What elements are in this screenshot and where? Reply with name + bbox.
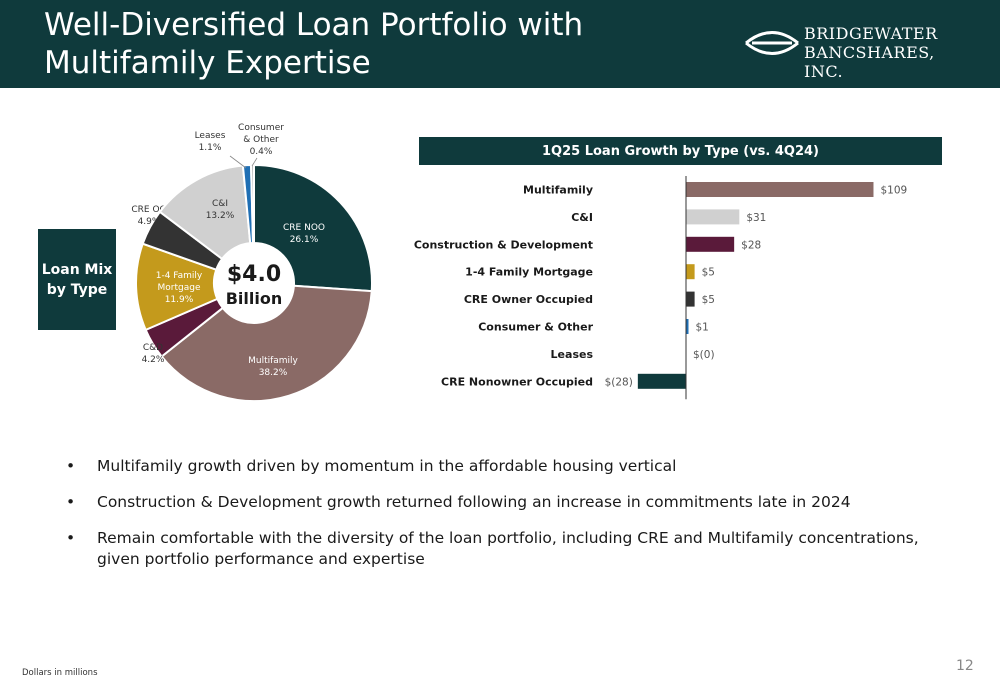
- header-banner: Well-Diversified Loan Portfolio with Mul…: [0, 0, 1000, 88]
- donut-label-name: C&I: [212, 199, 228, 209]
- bar-data-label: $1: [696, 322, 709, 334]
- donut-label-value: 26.1%: [290, 235, 319, 245]
- bar-category-label: Leases: [551, 348, 594, 361]
- bar-data-label: $28: [741, 239, 761, 251]
- bar-data-label: $5: [702, 267, 715, 279]
- bar-category-label: C&I: [571, 211, 593, 224]
- bullet-item: • Construction & Development growth retu…: [66, 492, 926, 513]
- loan-mix-donut-chart: CRE NOO 26.1% Multifamily 38.2% C&D 4.2% 1-4 F…: [131, 123, 373, 402]
- bullet-marker: •: [66, 529, 76, 547]
- bar-cre-nonowner-occupied: [637, 373, 686, 389]
- donut-slice-cre-noo: [253, 163, 373, 293]
- bullet-list: • Multifamily growth driven by momentum …: [66, 456, 926, 585]
- donut-label-name: CRE NOO: [283, 223, 325, 233]
- bar-data-label: $5: [702, 294, 715, 306]
- loan-mix-label: Loan Mix by Type: [42, 260, 113, 300]
- logo-text: BRIDGEWATER BANCSHARES, INC.: [804, 24, 974, 81]
- loan-mix-label-line-1: Loan Mix: [41, 261, 113, 278]
- donut-label-multifamily: Multifamily 38.2%: [248, 356, 298, 378]
- donut-label-value: 38.2%: [259, 368, 288, 378]
- loan-growth-bar-chart: Multifamily $109 C&I $31 Construction & Deve…: [414, 176, 907, 400]
- donut-label-1-4-family-mortgage: 1-4 Family Mortgage 11.9%: [156, 271, 203, 305]
- donut-label-value: 13.2%: [206, 211, 235, 221]
- bar-data-label: $31: [746, 212, 766, 224]
- donut-label-name: Leases: [195, 131, 226, 141]
- donut-label-value: 4.2%: [142, 355, 165, 365]
- bar-category-label: CRE Owner Occupied: [464, 293, 593, 306]
- footnote: Dollars in millions: [22, 668, 98, 678]
- page-title-line-2: Multifamily Expertise: [44, 45, 371, 81]
- bar-chart-title: 1Q25 Loan Growth by Type (vs. 4Q24): [542, 143, 819, 159]
- loan-mix-label-box: Loan Mix by Type: [38, 229, 116, 330]
- page-title-line-1: Well-Diversified Loan Portfolio with: [44, 7, 584, 43]
- donut-label-value: 4.9%: [138, 217, 161, 227]
- bullet-marker: •: [66, 457, 76, 475]
- donut-label-consumer-other: Consumer & Other 0.4%: [238, 123, 284, 157]
- donut-center-unit: Billion: [226, 289, 283, 308]
- donut-label-c-d: C&D 4.2%: [142, 343, 165, 365]
- logo-text-line-2: BANCSHARES, INC.: [804, 43, 935, 81]
- donut-label-cre-noo: CRE NOO 26.1%: [283, 223, 325, 245]
- donut-label-name: Consumer: [238, 123, 284, 133]
- logo-text-line-1: BRIDGEWATER: [804, 24, 938, 43]
- donut-label-value: 0.4%: [250, 147, 273, 157]
- bridgewater-logo: BRIDGEWATER BANCSHARES, INC.: [744, 24, 974, 81]
- bullet-text: Multifamily growth driven by momentum in…: [97, 457, 677, 475]
- bullet-item: • Remain comfortable with the diversity …: [66, 528, 926, 570]
- donut-leader-line: [251, 157, 258, 167]
- bullet-text: Construction & Development growth return…: [97, 493, 851, 511]
- bar-chart-title-box: 1Q25 Loan Growth by Type (vs. 4Q24): [419, 137, 942, 165]
- donut-label-name: CRE OO: [131, 205, 166, 215]
- donut-label-value: 11.9%: [165, 295, 194, 305]
- loan-mix-label-line-2: by Type: [46, 281, 108, 298]
- donut-label-c-i: C&I 13.2%: [206, 199, 235, 221]
- donut-label-cre-oo: CRE OO 4.9%: [131, 205, 166, 227]
- bullet-item: • Multifamily growth driven by momentum …: [66, 456, 926, 477]
- donut-label-name: Multifamily: [248, 356, 298, 366]
- donut-hole: [215, 244, 293, 322]
- bar-data-label: $(0): [693, 349, 715, 361]
- donut-center-amount: $4.0: [227, 262, 281, 287]
- bar-category-label: Consumer & Other: [478, 321, 593, 334]
- bullet-text: Remain comfortable with the diversity of…: [97, 529, 919, 568]
- donut-slice-multifamily: [160, 284, 373, 402]
- donut-label-name: C&D: [143, 343, 163, 353]
- bar-category-label: 1-4 Family Mortgage: [465, 266, 593, 279]
- donut-label-name: Mortgage: [158, 283, 201, 293]
- bar-data-label: $109: [880, 185, 907, 197]
- bar-category-label: Construction & Development: [414, 238, 593, 251]
- page-title: Well-Diversified Loan Portfolio with Mul…: [44, 6, 664, 82]
- bar-consumer-other: [686, 319, 689, 334]
- bar-construction-development: [686, 236, 735, 252]
- bar-multifamily: [686, 182, 874, 197]
- bullet-marker: •: [66, 493, 76, 511]
- bar-category-label: CRE Nonowner Occupied: [441, 375, 593, 388]
- donut-label-name: 1-4 Family: [156, 271, 203, 281]
- donut-label-name: & Other: [243, 135, 279, 145]
- bar-category-label: Multifamily: [523, 184, 593, 197]
- bar-c-i: [686, 209, 740, 225]
- logo-mark-icon: [745, 31, 799, 55]
- donut-leader-line: [229, 155, 247, 169]
- donut-label-value: 1.1%: [199, 143, 222, 153]
- page-number: 12: [956, 658, 974, 674]
- bar-data-label: $(28): [605, 376, 633, 388]
- donut-slice-consumer-other: [250, 163, 255, 245]
- donut-label-leases: Leases 1.1%: [195, 131, 226, 153]
- bar-cre-owner-occupied: [686, 291, 695, 307]
- bar-1-4-family-mortgage: [686, 264, 695, 280]
